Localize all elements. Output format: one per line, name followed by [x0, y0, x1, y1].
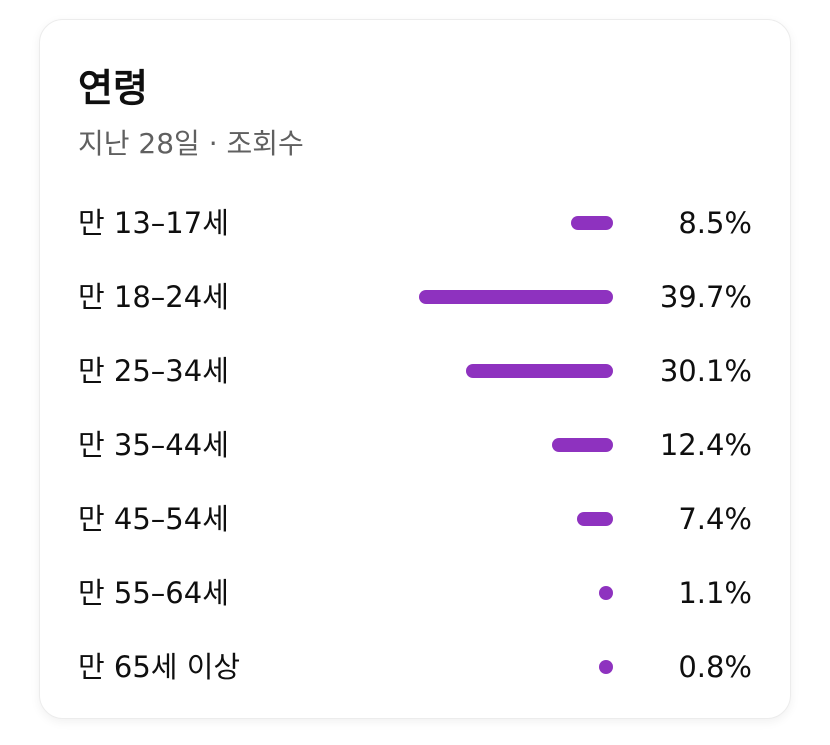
age-percent-value: 30.1%: [659, 354, 752, 388]
age-group-label: 만 45–54세: [78, 502, 229, 536]
age-row: 만 13–17세 8.5%: [40, 203, 790, 243]
age-bar: [576, 512, 613, 526]
age-bar: [465, 364, 613, 378]
age-bar: [419, 290, 613, 304]
age-row: 만 65세 이상 0.8%: [40, 647, 790, 687]
age-group-label: 만 13–17세: [78, 206, 229, 240]
bar-track: [398, 351, 613, 391]
age-group-label: 만 35–44세: [78, 428, 229, 462]
age-percent-value: 1.1%: [678, 576, 752, 610]
age-row: 만 35–44세 12.4%: [40, 425, 790, 465]
age-percent-value: 8.5%: [678, 206, 752, 240]
bar-track: [398, 573, 613, 613]
age-group-label: 만 55–64세: [78, 576, 229, 610]
age-row: 만 45–54세 7.4%: [40, 499, 790, 539]
card-subtitle: 지난 28일 · 조회수: [78, 127, 304, 160]
age-group-label: 만 18–24세: [78, 280, 229, 314]
age-card: 연령 지난 28일 · 조회수 만 13–17세 8.5% 만 18–24세 39.7…: [39, 19, 791, 719]
age-percent-value: 0.8%: [678, 650, 752, 684]
age-bar: [599, 586, 613, 600]
age-group-label: 만 65세 이상: [78, 650, 241, 684]
age-row: 만 18–24세 39.7%: [40, 277, 790, 317]
bar-track: [398, 203, 613, 243]
age-row: 만 25–34세 30.1%: [40, 351, 790, 391]
bar-track: [398, 277, 613, 317]
bar-track: [398, 499, 613, 539]
age-percent-value: 7.4%: [678, 502, 752, 536]
age-percent-value: 39.7%: [659, 280, 752, 314]
age-row: 만 55–64세 1.1%: [40, 573, 790, 613]
age-bar: [599, 660, 613, 674]
bar-track: [398, 647, 613, 687]
bar-track: [398, 425, 613, 465]
card-title: 연령: [78, 66, 148, 110]
age-percent-value: 12.4%: [659, 428, 752, 462]
age-bar: [552, 438, 613, 452]
age-group-label: 만 25–34세: [78, 354, 229, 388]
age-bar: [571, 216, 613, 230]
